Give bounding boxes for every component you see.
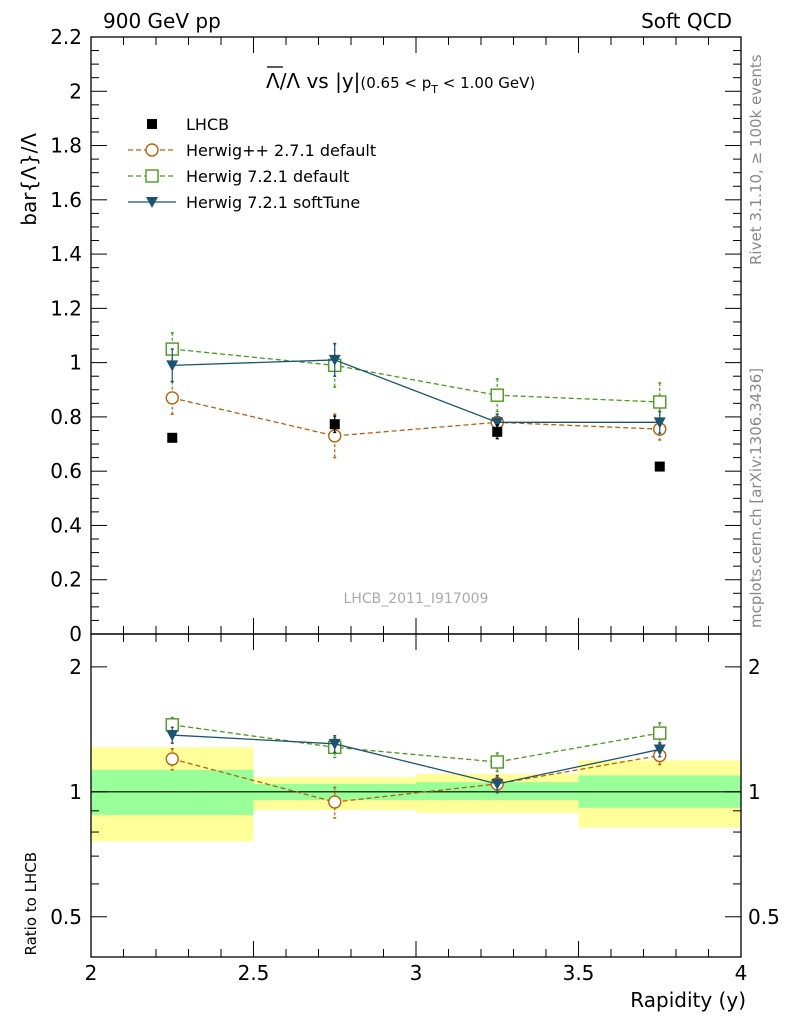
ratio-frame (90, 633, 742, 958)
ratio-line-open-square (172, 724, 660, 763)
chart-title: Λ/Λ vs |y|(0.65 < pT < 1.00 GeV) (266, 66, 535, 96)
ratio-y-tick-label-right: 0.5 (748, 905, 780, 929)
legend-marker-open-square (145, 169, 159, 183)
ratio-line-open-circle (172, 754, 660, 803)
ratio-point-open-circle (165, 752, 179, 766)
y-tick-label: 0.8 (50, 405, 82, 429)
y-axis-label: bar{Λ}/Λ (17, 133, 41, 226)
ratio-point-filled-triangle (328, 738, 341, 750)
data-point-data (167, 432, 178, 443)
ratio-point-filled-triangle (491, 778, 504, 790)
y-tick-label: 1.2 (50, 296, 82, 320)
legend: LHCB Herwig++ 2.7.1 default Herwig 7.2.1 d… (128, 115, 376, 212)
ratio-y-tick-label: 0.5 (50, 905, 82, 929)
legend-marker-open-circle (145, 143, 159, 157)
main-panel: 0 0.2 0.4 0.6 0.8 1 1.2 1.4 1.6 1.8 2 2.2 (50, 25, 742, 957)
data-point-data (329, 419, 340, 430)
ratio-panel: 2 2.5 3 3.5 4 0.5 0.5 1 1 2 2 (50, 633, 780, 985)
data-point-filled-triangle (653, 417, 666, 429)
series-layer (165, 332, 667, 819)
legend-label-open-square: Herwig 7.2.1 default (186, 167, 349, 186)
data-point-filled-triangle (166, 360, 179, 372)
data-point-data (654, 461, 665, 472)
x-tick-label: 2.5 (238, 961, 270, 985)
legend-label-open-circle: Herwig++ 2.7.1 default (186, 141, 376, 160)
legend-label-filled-triangle: Herwig 7.2.1 softTune (186, 193, 360, 212)
ratio-point-filled-triangle (653, 744, 666, 756)
y-tick-label: 0.4 (50, 513, 82, 537)
data-point-open-square (490, 388, 504, 402)
title-sub-prefix: (0.65 < p (360, 74, 431, 92)
ratio-point-open-circle (328, 795, 342, 809)
ratio-y-tick-label: 2 (69, 655, 82, 679)
series-line-open-circle (172, 397, 660, 437)
y-tick-label: 1 (69, 351, 82, 375)
data-point-open-square (653, 395, 667, 409)
x-tick-label: 2 (85, 961, 98, 985)
x-tick-label: 4 (735, 961, 748, 985)
header-left-label: 900 GeV pp (103, 9, 221, 33)
ratio-y-axis-label: Ratio to LHCB (22, 852, 40, 956)
x-axis-label: Rapidity (y) (630, 988, 746, 1012)
x-tick-label: 3.5 (563, 961, 595, 985)
legend-label-data: LHCB (186, 115, 229, 134)
data-point-open-circle (165, 391, 179, 405)
y-tick-label: 0 (69, 622, 82, 646)
ratio-point-filled-triangle (166, 730, 179, 742)
ratio-point-open-square (653, 726, 667, 740)
title-overline-symbol: Λ (266, 69, 280, 93)
series-line-filled-triangle (172, 359, 660, 423)
title-rest: /Λ vs |y| (280, 69, 361, 93)
data-point-filled-triangle (491, 417, 504, 429)
ratio-band-group (91, 747, 741, 842)
legend-marker-data (147, 119, 157, 129)
series-line-open-square (172, 348, 660, 403)
title-sub-index: T (430, 83, 438, 96)
y-tick-label: 1.4 (50, 242, 82, 266)
side-label-mcplots: mcplots.cern.ch [arXiv:1306.3436] (747, 368, 765, 628)
x-tick-label: 3 (410, 961, 423, 985)
y-tick-label: 1.8 (50, 134, 82, 158)
legend-marker-filled-triangle (146, 197, 158, 208)
title-sub-suffix: < 1.00 GeV) (438, 74, 535, 92)
ratio-y-tick-label-right: 2 (748, 655, 761, 679)
ratio-y-tick-label-right: 1 (748, 780, 761, 804)
y-tick-label: 2.2 (50, 25, 82, 49)
side-label-rivet: Rivet 3.1.10, ≥ 100k events (747, 54, 765, 265)
y-tick-label: 2 (69, 79, 82, 103)
y-tick-label: 0.6 (50, 459, 82, 483)
title-text: Λ/Λ vs |y|(0.65 < pT < 1.00 GeV) (266, 69, 535, 96)
analysis-id: LHCB_2011_I917009 (344, 591, 489, 607)
ratio-line-filled-triangle (172, 734, 660, 785)
ratio-y-tick-label: 1 (69, 780, 82, 804)
header-right-label: Soft QCD (641, 9, 732, 33)
y-tick-label: 1.6 (50, 188, 82, 212)
ratio-point-open-square (490, 755, 504, 769)
data-point-data (492, 426, 503, 437)
data-point-filled-triangle (328, 354, 341, 366)
y-tick-label: 0.2 (50, 568, 82, 592)
